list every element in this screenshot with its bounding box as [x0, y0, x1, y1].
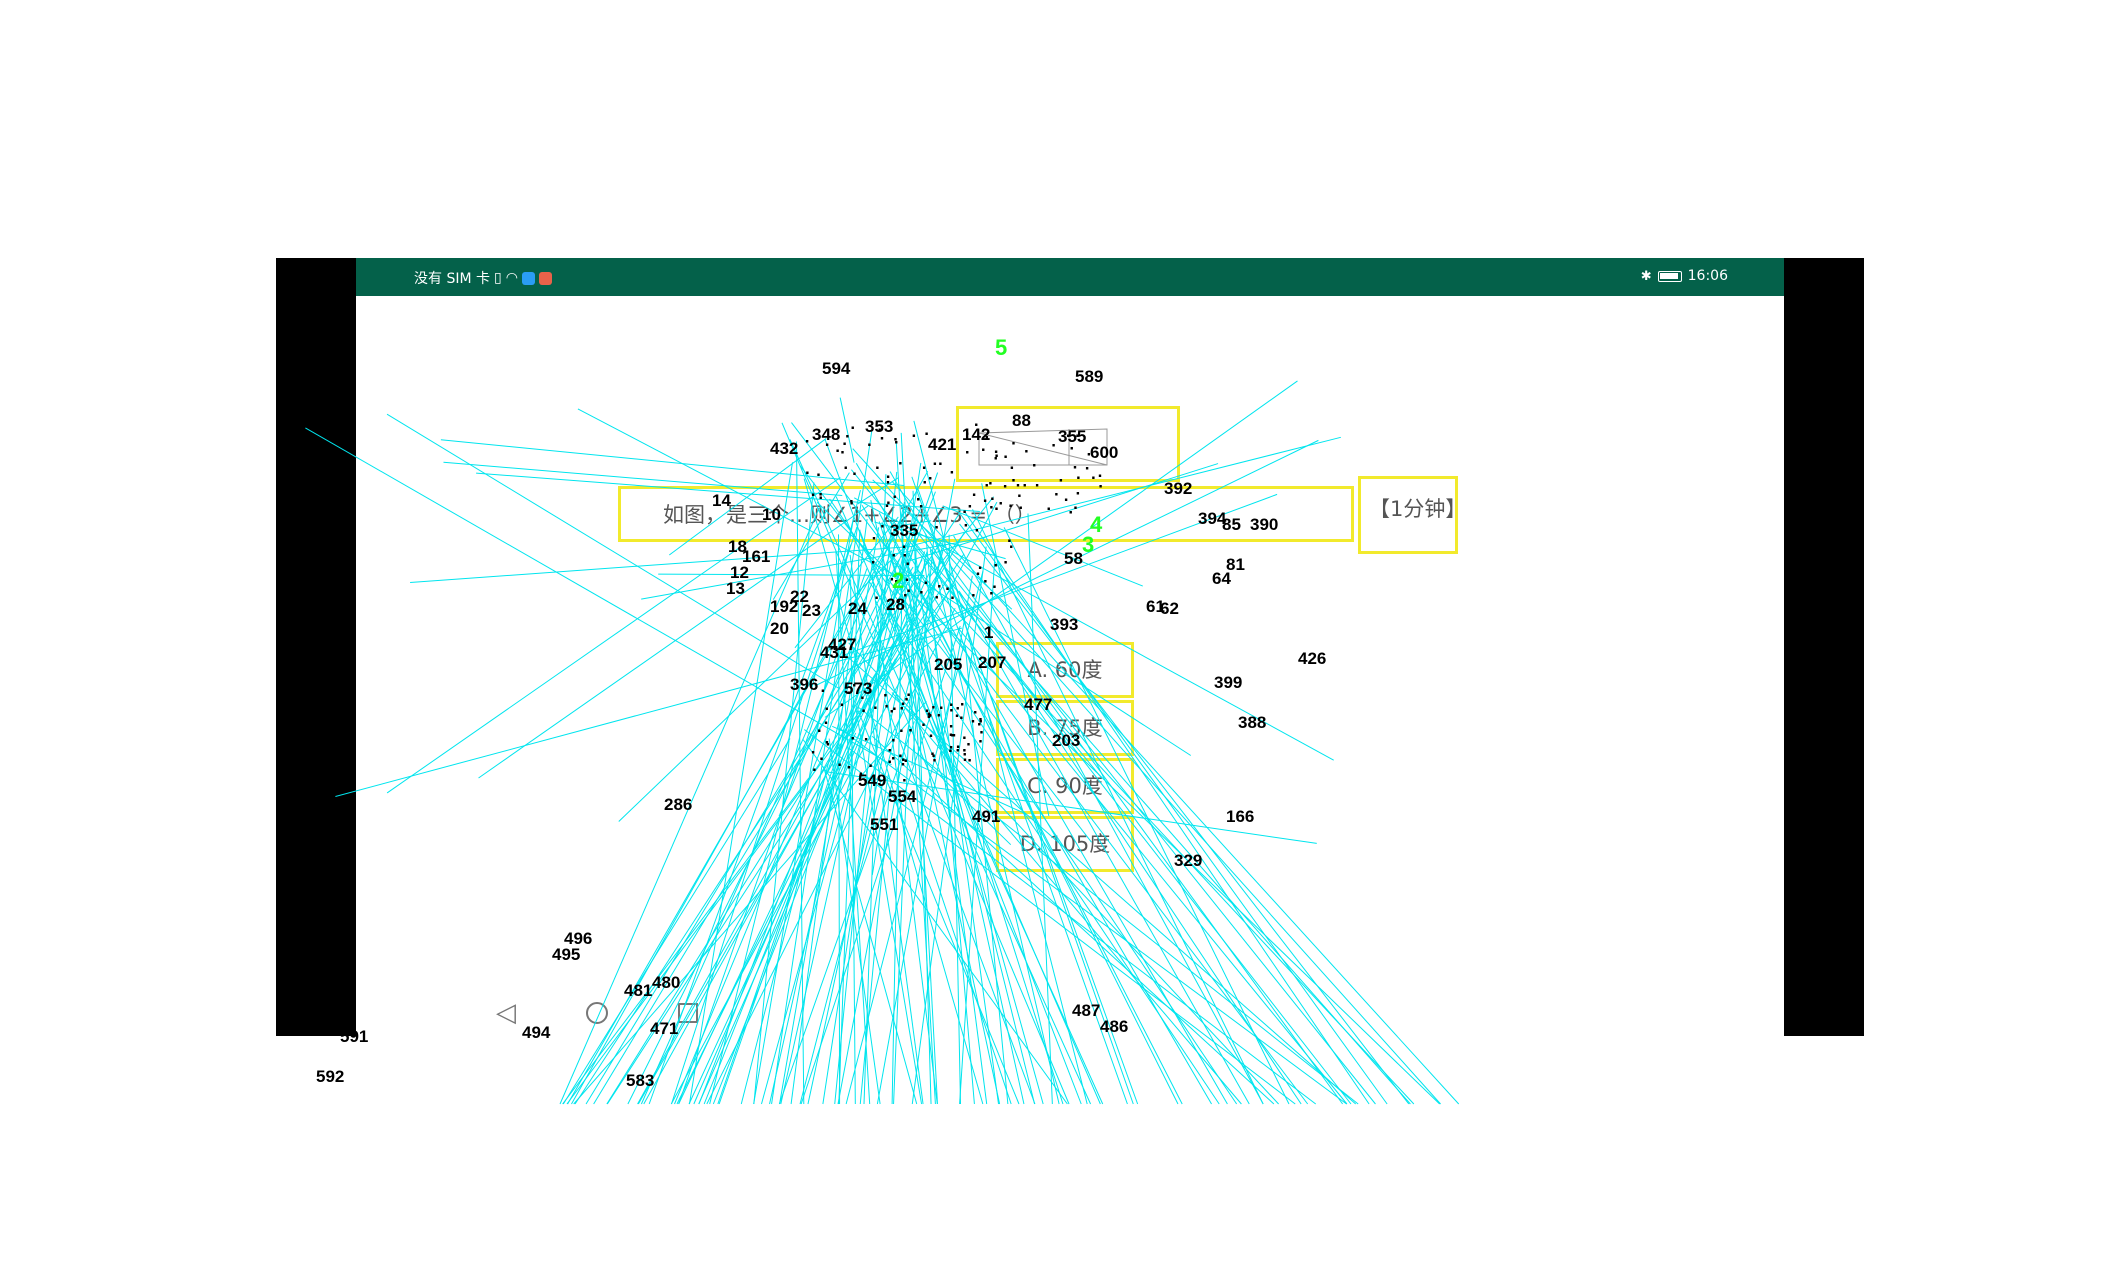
keypoint-label: 592: [316, 1067, 344, 1086]
question-text: 如图，是三个…则∠1+∠2+∠3 = （）: [618, 486, 1354, 542]
app-notification-icon: [521, 271, 535, 285]
android-navbar: ◁: [496, 998, 698, 1028]
status-left: 没有 SIM 卡 ▯ ◠: [414, 268, 552, 288]
app-notification-icon: [538, 271, 552, 285]
option-a[interactable]: A. 60度: [996, 642, 1134, 698]
option-c[interactable]: C. 90度: [996, 758, 1134, 814]
keypoint-label: 583: [626, 1071, 654, 1090]
clock: 16:06: [1687, 268, 1728, 284]
recents-square-icon[interactable]: [678, 1003, 698, 1023]
back-triangle-icon[interactable]: ◁: [496, 998, 516, 1028]
wifi-icon: ◠: [505, 270, 518, 286]
option-d[interactable]: D. 105度: [996, 816, 1134, 872]
triangle-figure-drawing: [978, 428, 1108, 466]
tablet-frame: 没有 SIM 卡 ▯ ◠ ✱ 16:06 如图，是三个…则∠1+∠2+∠3 = …: [276, 258, 1864, 1036]
tablet-screen: 没有 SIM 卡 ▯ ◠ ✱ 16:06 如图，是三个…则∠1+∠2+∠3 = …: [356, 258, 1784, 1036]
carrier-label: 没有 SIM 卡: [414, 271, 490, 287]
battery-icon: [1657, 270, 1682, 282]
triangle-figure: [956, 406, 1180, 482]
sim-icon: ▯: [494, 270, 502, 286]
option-b[interactable]: B. 75度: [996, 700, 1134, 756]
bluetooth-icon: ✱: [1640, 268, 1652, 284]
timer-label: 【1分钟】: [1358, 476, 1466, 554]
status-right: ✱ 16:06: [1641, 268, 1728, 284]
status-bar: 没有 SIM 卡 ▯ ◠ ✱ 16:06: [356, 258, 1784, 296]
home-circle-icon[interactable]: [586, 1002, 608, 1024]
